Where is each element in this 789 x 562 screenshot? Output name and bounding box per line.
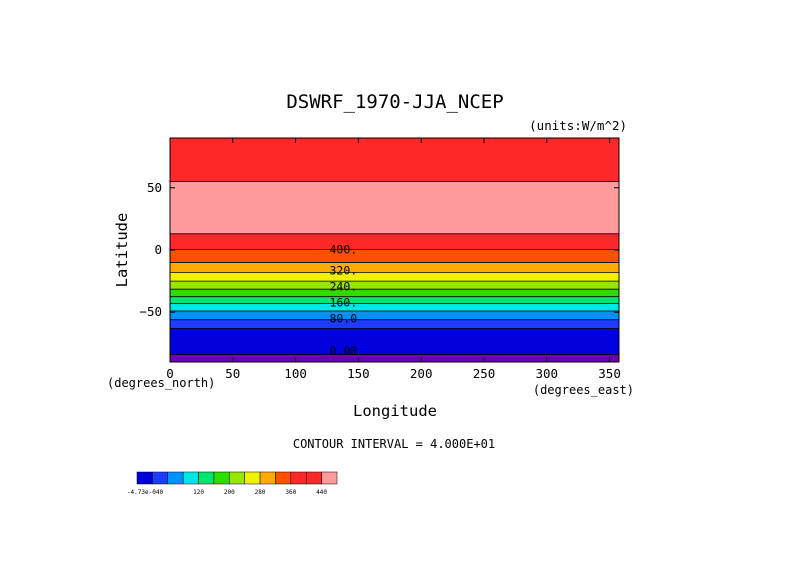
contour-labels: 400. 320. 240.160. 80.0 0.00 bbox=[330, 242, 358, 358]
colorbar-swatch bbox=[259, 471, 276, 485]
contour-band bbox=[170, 328, 619, 355]
contour-label: 0.00 bbox=[330, 344, 358, 358]
x-axis-label: Longitude bbox=[353, 402, 437, 420]
colorbar-swatch bbox=[244, 471, 261, 485]
contour-band bbox=[170, 233, 619, 250]
contour-label: 160. bbox=[330, 295, 358, 309]
contour-band bbox=[170, 281, 619, 290]
contour-bands bbox=[170, 138, 619, 362]
y-axis-ticks: 50 0 −50 bbox=[139, 180, 619, 319]
contour-band bbox=[170, 296, 619, 304]
colorbar-label: 360 bbox=[285, 489, 296, 496]
contour-band bbox=[170, 272, 619, 282]
contour-label: 320. bbox=[330, 264, 358, 278]
colorbar-swatch bbox=[136, 471, 153, 485]
contour-band bbox=[170, 249, 619, 263]
colorbar-swatch bbox=[321, 471, 338, 485]
y-tick-label: 50 bbox=[147, 180, 162, 195]
colorbar-swatch bbox=[167, 471, 184, 485]
contour-band bbox=[170, 289, 619, 297]
contour-band bbox=[170, 138, 619, 182]
contour-band bbox=[170, 310, 619, 320]
contour-lines bbox=[170, 181, 619, 355]
colorbar-label: -4.73e-040 bbox=[127, 489, 164, 496]
x-tick-label: 0 bbox=[166, 366, 174, 381]
contour-band bbox=[170, 354, 619, 362]
contour-band bbox=[170, 303, 619, 311]
y-tick-label: −50 bbox=[139, 304, 162, 319]
contour-band bbox=[170, 181, 619, 234]
chart-title: DSWRF_1970-JJA_NCEP bbox=[286, 91, 503, 113]
units-label: (units:W/m^2) bbox=[529, 118, 627, 133]
colorbar-label: 120 bbox=[193, 489, 204, 496]
colorbar-swatch bbox=[305, 471, 322, 485]
colorbar-label: 280 bbox=[255, 489, 266, 496]
x-axis-ticks: 0 50 100 150 200 250 300 350 bbox=[166, 138, 621, 381]
y-axis-label: Latitude bbox=[113, 213, 131, 288]
colorbar-label: 440 bbox=[316, 489, 327, 496]
y-tick-label: 0 bbox=[154, 242, 162, 257]
colorbar-swatch bbox=[213, 471, 230, 485]
x-tick-label: 100 bbox=[284, 366, 307, 381]
colorbar-label: 200 bbox=[224, 489, 235, 496]
colorbar-swatch bbox=[152, 471, 169, 485]
contour-label: 400. bbox=[330, 242, 358, 256]
contour-label: 240. bbox=[330, 280, 358, 294]
x-tick-label: 300 bbox=[535, 366, 558, 381]
y-unit-label: (degrees_north) bbox=[107, 376, 215, 390]
colorbar-swatch bbox=[290, 471, 307, 485]
x-tick-label: 150 bbox=[347, 366, 370, 381]
contour-interval-text: CONTOUR INTERVAL = 4.000E+01 bbox=[293, 437, 495, 451]
colorbar-swatch bbox=[229, 471, 245, 485]
colorbar-swatch bbox=[275, 471, 292, 485]
colorbar-swatch bbox=[198, 471, 215, 485]
contour-band bbox=[170, 262, 619, 273]
contour-band bbox=[170, 319, 619, 329]
colorbar-swatch bbox=[182, 471, 199, 485]
x-tick-label: 200 bbox=[410, 366, 433, 381]
x-tick-label: 250 bbox=[473, 366, 496, 381]
x-tick-label: 350 bbox=[598, 366, 621, 381]
colorbar: -4.73e-040 120 200 280 360 440 bbox=[127, 471, 338, 496]
x-unit-label: (degrees_east) bbox=[533, 383, 634, 397]
contour-label: 80.0 bbox=[330, 311, 358, 325]
x-tick-label: 50 bbox=[225, 366, 240, 381]
